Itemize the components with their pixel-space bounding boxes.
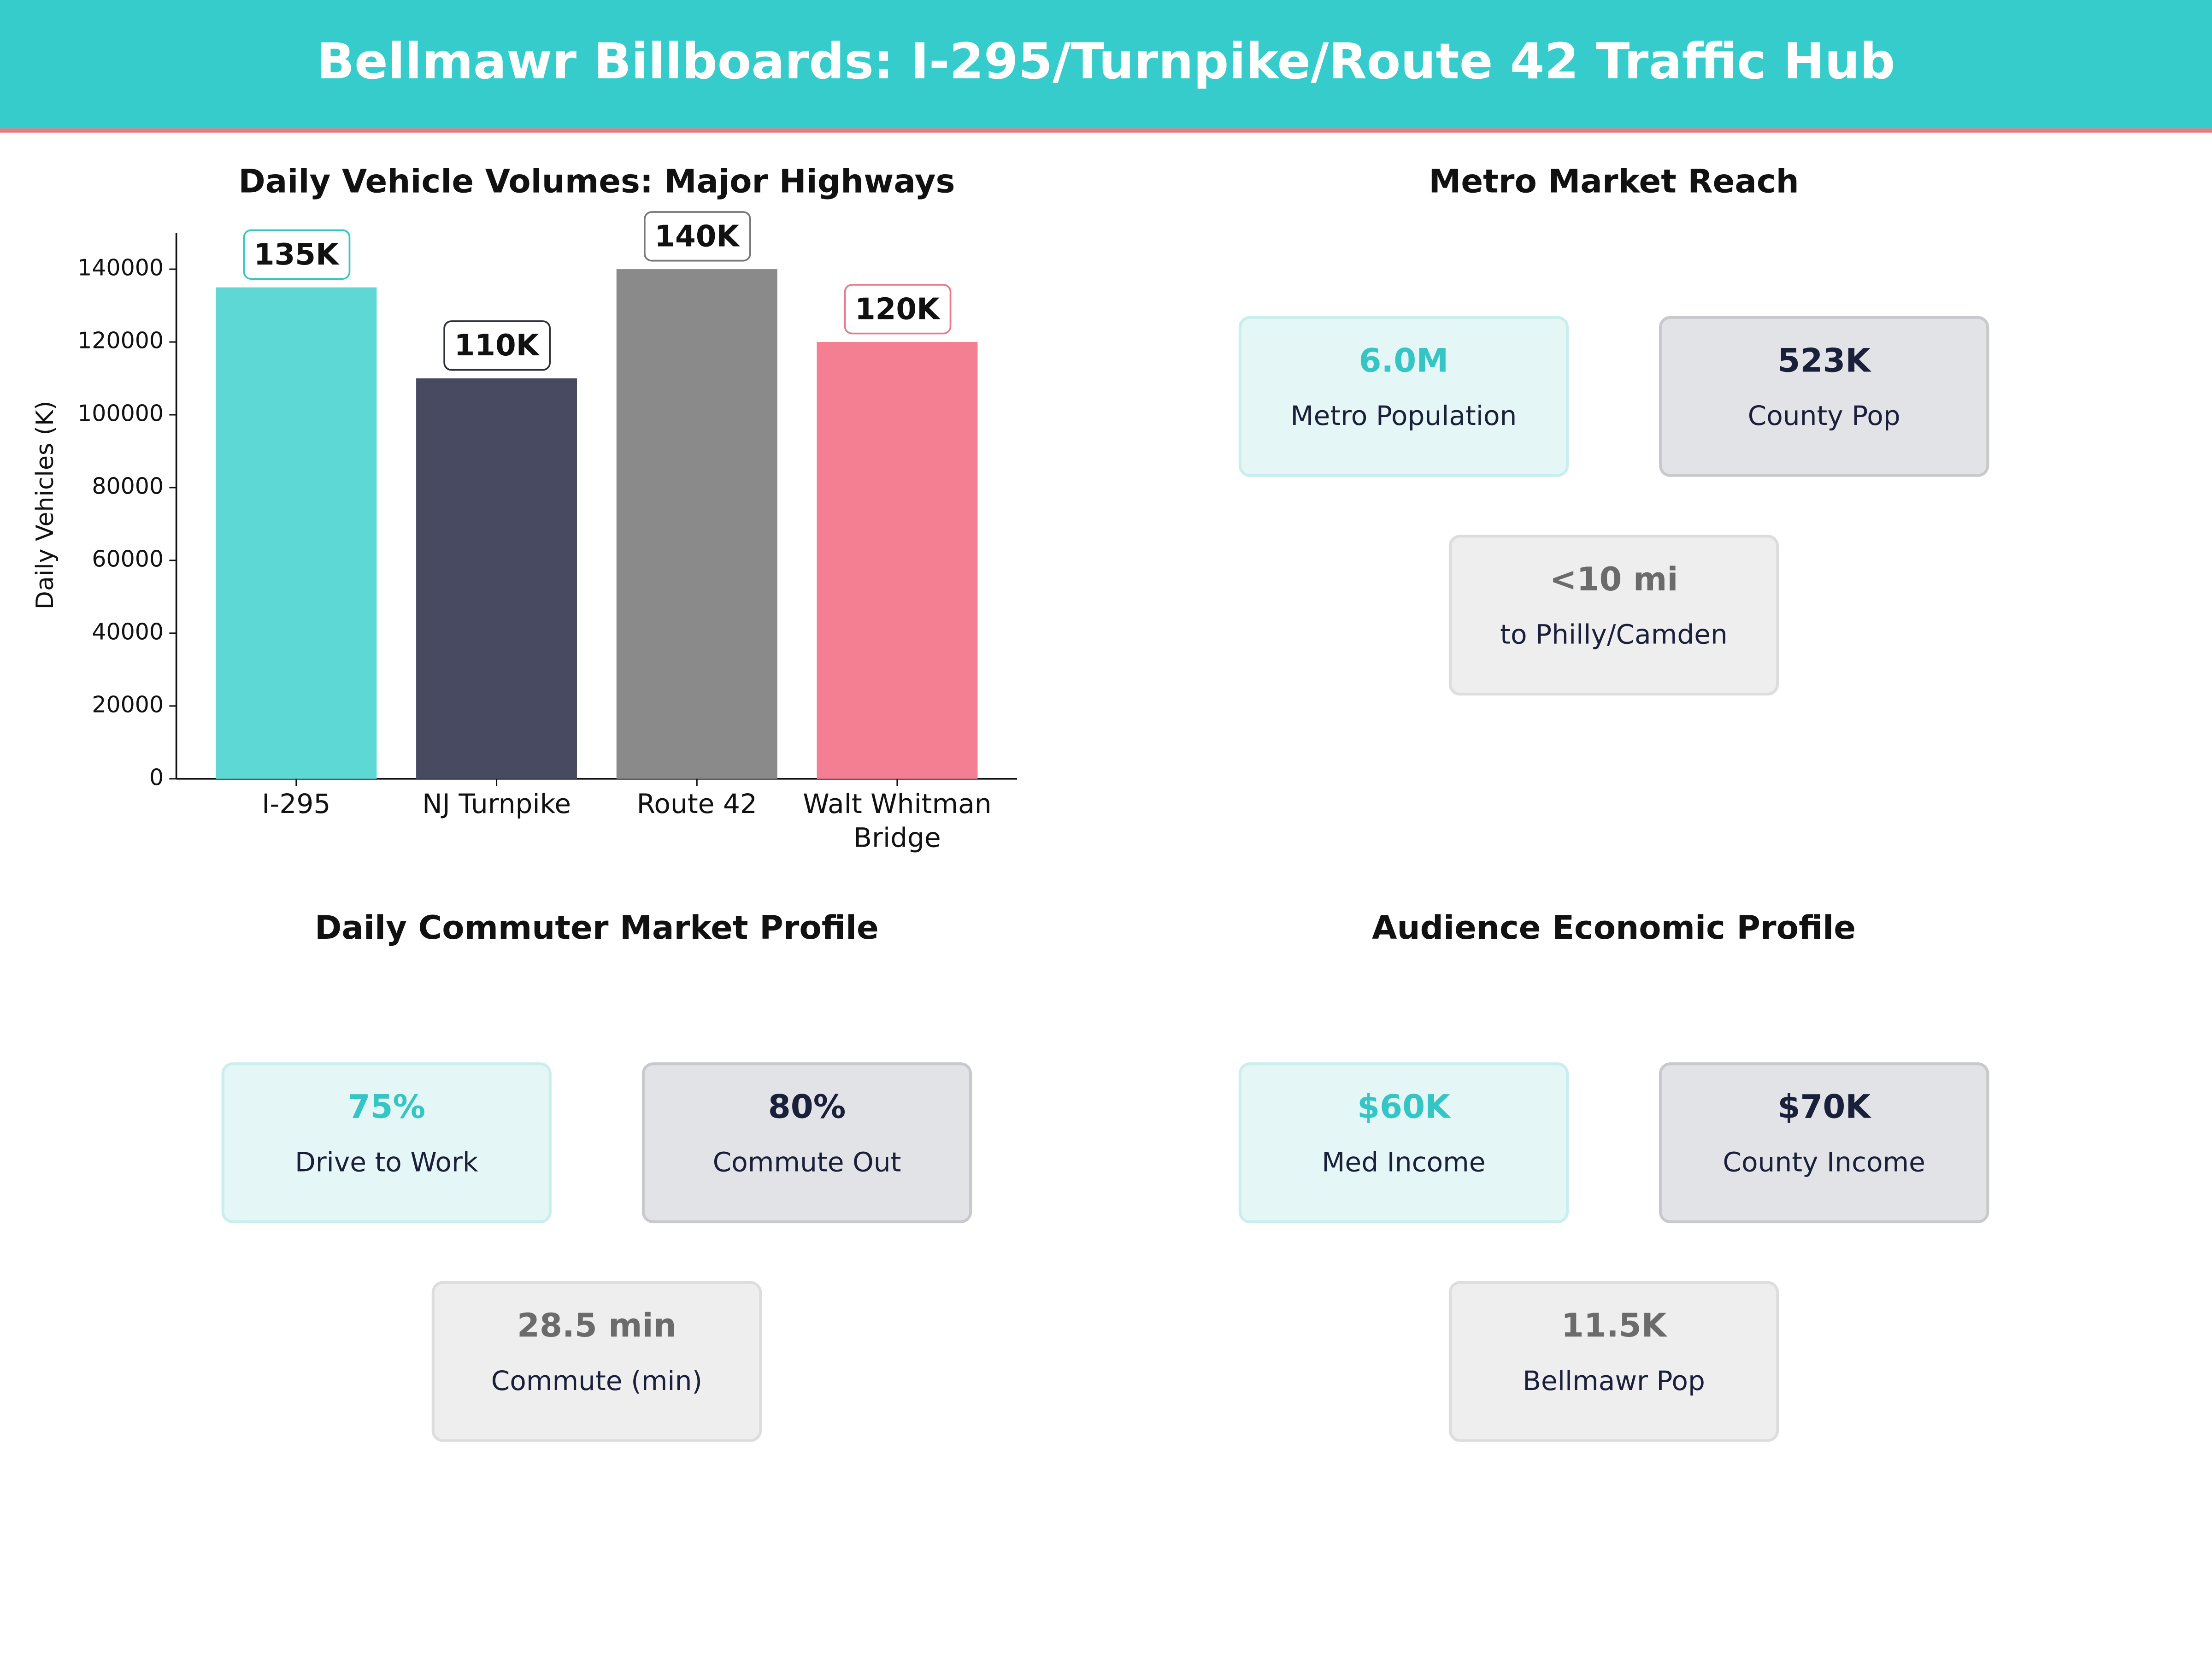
x-tick-label: Route 42 (637, 788, 757, 819)
bar (216, 287, 377, 779)
x-tick-label: NJ Turnpike (422, 788, 571, 819)
stat-value: <10 mi (1550, 560, 1678, 598)
bar (616, 269, 777, 779)
stat-label: Bellmawr Pop (1523, 1365, 1705, 1396)
y-tick-label: 40000 (92, 618, 164, 645)
value-label-box (844, 284, 952, 335)
stat-value: 80% (768, 1088, 846, 1126)
header-rule (0, 128, 2212, 133)
y-tick-label: 120000 (77, 328, 164, 354)
value-label: 120K (855, 292, 941, 326)
stat-label: Commute (min) (491, 1365, 702, 1396)
y-tick-label: 140000 (77, 255, 164, 281)
page-title: Bellmawr Billboards: I-295/Turnpike/Rout… (317, 33, 1895, 90)
x-tick-label: I-295 (262, 788, 330, 819)
chart-title: Daily Vehicle Volumes: Major Highways (238, 162, 955, 200)
stat-label: Metro Population (1290, 400, 1517, 431)
value-label: 110K (454, 328, 540, 363)
panel-title: Metro Market Reach (1429, 162, 1799, 200)
stat-value: 11.5K (1561, 1307, 1668, 1344)
stat-label: Commute Out (713, 1147, 901, 1178)
stat-label: Med Income (1322, 1147, 1485, 1178)
stat-card (1238, 316, 1569, 477)
value-label-box (443, 320, 551, 371)
y-axis-label: Daily Vehicles (K) (31, 401, 59, 610)
panel-title: Audience Economic Profile (1372, 909, 1856, 947)
stat-card (1659, 1062, 1989, 1224)
stat-value: 28.5 min (517, 1307, 677, 1344)
y-tick-label: 80000 (92, 473, 164, 499)
panel-title: Daily Commuter Market Profile (315, 909, 879, 947)
stat-value: $70K (1777, 1088, 1871, 1126)
stat-value: 6.0M (1359, 342, 1449, 379)
stat-card (641, 1062, 972, 1224)
stat-card (431, 1281, 762, 1442)
value-label: 140K (654, 219, 740, 253)
stat-value: 75% (348, 1088, 425, 1126)
stat-label: County Income (1723, 1147, 1925, 1178)
value-label: 135K (254, 237, 340, 272)
header-bar (0, 0, 2212, 129)
stat-card (221, 1062, 552, 1224)
y-tick-label: 0 (149, 764, 164, 790)
y-tick-label: 100000 (77, 401, 164, 427)
value-label-box (243, 229, 351, 280)
bar (416, 378, 577, 779)
stat-card (1238, 1062, 1569, 1224)
value-label-box (644, 211, 751, 262)
y-tick-label: 60000 (92, 546, 164, 572)
stat-card (1659, 316, 1989, 477)
stat-card (1448, 1281, 1779, 1442)
y-tick-label: 20000 (92, 691, 164, 718)
stat-value: $60K (1357, 1088, 1451, 1126)
stat-label: to Philly/Camden (1500, 619, 1728, 650)
stat-label: Drive to Work (295, 1147, 478, 1178)
stat-card (1448, 535, 1779, 696)
stat-label: County Pop (1748, 400, 1900, 431)
x-tick-label: Walt Whitman Bridge (803, 788, 991, 853)
stat-value: 523K (1777, 342, 1871, 379)
bar (817, 342, 978, 779)
